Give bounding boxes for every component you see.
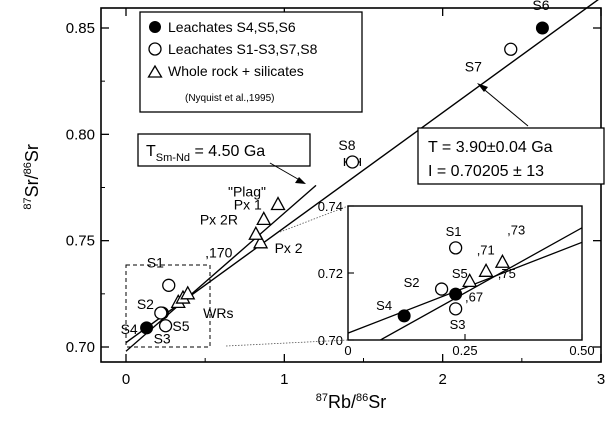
point-filled-circle (535, 21, 549, 35)
age-box-arrowhead (477, 83, 488, 92)
inset-point-open-triangle (478, 262, 494, 277)
point-label: S4 (121, 321, 138, 337)
point-open-circle (154, 306, 168, 320)
age-box-arrow (479, 85, 529, 127)
inset-point-open-circle (434, 282, 449, 296)
point-open-triangle (270, 196, 286, 211)
sample-170-label: ,170 (205, 245, 232, 261)
sm-nd-box-frame (137, 133, 311, 167)
point-label: S2 (137, 296, 154, 312)
sm-nd-arrowhead (295, 177, 306, 184)
y-tick-label: 0.85 (66, 20, 95, 37)
isochron-lines (125, 0, 599, 352)
zoom-region-box (125, 264, 211, 348)
point-open-circle (162, 278, 176, 292)
sm-nd-reference-line (125, 184, 317, 352)
legend-label-1: Leachates S1-S3,S7,S8 (168, 41, 318, 57)
y-axis-title: 87Sr/86Sr (22, 144, 42, 210)
inset-x-tick-label: 0.50 (569, 343, 594, 358)
inset-point-filled-circle (449, 287, 463, 301)
point-open-circle (158, 319, 173, 333)
inset-plot: 0 0.25 0.50 0.70 0.72 0.74 S1 S2 S3 S4 S5 ,71 ,73 ,75… (318, 199, 595, 358)
y-tick-label: 0.75 (66, 233, 95, 250)
point-open-circle (345, 155, 360, 169)
wrs-label: WRs (203, 305, 233, 321)
point-label: Px 1 (234, 196, 262, 212)
sm-nd-arrow (269, 162, 304, 183)
sm-nd-age-box: TSm-Nd = 4.50 Ga (137, 133, 311, 167)
zoom-indicator (125, 205, 349, 348)
inset-annotation-label: ,71 (477, 243, 495, 258)
point-open-triangle (248, 225, 264, 240)
zoom-connector-bottom (225, 339, 349, 347)
inset-point-label: S3 (450, 317, 466, 332)
point-open-triangle (180, 285, 196, 300)
legend-marker-open-circle (148, 42, 162, 56)
inset-annotation-label: ,73 (507, 222, 525, 237)
inset-point-label: S2 (404, 275, 420, 290)
inset-point-open-circle (448, 241, 463, 255)
inset-point-open-circle (448, 302, 463, 316)
inset-annotation-label: ,67 (465, 289, 483, 304)
inset-point-open-triangle (462, 273, 478, 288)
inset-y-tick-label: 0.70 (318, 333, 343, 348)
inset-y-tick-label: 0.72 (318, 266, 343, 281)
point-label: S3 (154, 331, 171, 347)
point-label: S7 (465, 58, 482, 74)
legend-marker-open-triangle (147, 64, 163, 78)
rb-sr-age-box: T = 3.90±0.04 Ga I = 0.70205 ± 13 (417, 127, 605, 185)
x-tick-label: 1 (280, 371, 288, 388)
point-label: "Plag" (228, 184, 266, 200)
legend-marker-filled-circle (149, 21, 161, 33)
legend-label-2: Whole rock + silicates (168, 63, 304, 79)
point-label: Px 2 (275, 240, 303, 256)
inset-point-label: S4 (376, 298, 392, 313)
x-tick-label: 0 (122, 371, 130, 388)
inset-point-filled-circle (397, 309, 411, 323)
data-points (140, 21, 549, 335)
isochron-line (125, 0, 599, 344)
point-label: S1 (147, 254, 164, 270)
inset-point-label: S1 (446, 224, 462, 239)
rb-sr-age-line: T = 3.90±0.04 Ga (428, 139, 553, 156)
annotation-arrows (269, 83, 529, 184)
legend-frame (139, 11, 363, 113)
inset-x-tick-label: 0.25 (452, 343, 477, 358)
inset-annotation-label: S5 (452, 266, 468, 281)
sm-nd-age-text: TSm-Nd = 4.50 Ga (146, 143, 265, 164)
inset-annotation-label: ,75 (498, 266, 516, 281)
legend-citation: (Nyquist et al.,1995) (185, 93, 275, 104)
x-tick-label: 3 (597, 371, 605, 388)
x-axis-title: 87Rb/86Sr (316, 392, 387, 412)
point-label: S5 (172, 318, 189, 334)
point-open-circle (504, 42, 518, 56)
inset-y-tick-label: 0.74 (318, 199, 343, 214)
zoom-connector-top (279, 205, 349, 233)
y-tick-label: 0.70 (66, 339, 95, 356)
inset-isochron-line (348, 241, 582, 334)
point-label: S6 (532, 0, 549, 13)
point-open-triangle (252, 234, 269, 249)
point-label: Px 2R (200, 211, 238, 227)
legend: Leachates S4,S5,S6 Leachates S1-S3,S7,S8… (139, 11, 363, 113)
y-tick-label: 0.80 (66, 126, 95, 143)
plot-frame (100, 7, 602, 363)
point-filled-circle (140, 321, 154, 335)
x-tick-label: 2 (438, 371, 446, 388)
rb-sr-box-frame (417, 127, 605, 185)
point-open-triangle (256, 211, 272, 226)
point-label: S8 (338, 137, 355, 153)
inset-point-open-triangle (494, 253, 511, 268)
inset-x-tick-label: 0 (344, 343, 351, 358)
rb-sr-intercept-line: I = 0.70205 ± 13 (428, 163, 544, 180)
legend-label-0: Leachates S4,S5,S6 (168, 19, 296, 35)
